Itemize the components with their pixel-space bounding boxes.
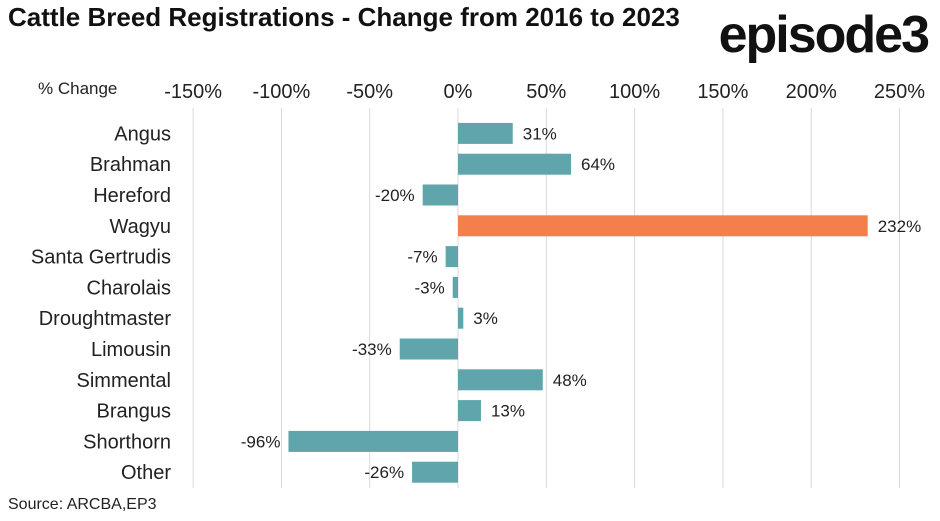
data-label: -26% bbox=[364, 463, 404, 482]
data-label: 31% bbox=[523, 124, 557, 143]
data-label: 3% bbox=[473, 309, 498, 328]
x-tick-label: 0% bbox=[444, 81, 473, 103]
data-label: -3% bbox=[414, 278, 444, 297]
x-axis-unit-label: % Change bbox=[38, 79, 117, 98]
bar-brahman bbox=[458, 153, 572, 175]
bar-charolais bbox=[452, 276, 458, 298]
x-tick-label: 250% bbox=[874, 81, 925, 103]
bar-limousin bbox=[399, 338, 458, 360]
x-tick-label: -150% bbox=[164, 81, 222, 103]
bar-wagyu bbox=[458, 215, 868, 237]
category-label: Brangus bbox=[97, 401, 172, 423]
chart-title: Cattle Breed Registrations - Change from… bbox=[8, 2, 680, 32]
data-label: 48% bbox=[553, 371, 587, 390]
category-label: Charolais bbox=[87, 277, 171, 299]
category-label: Shorthorn bbox=[83, 431, 171, 453]
category-label: Wagyu bbox=[109, 216, 171, 238]
category-label: Limousin bbox=[91, 339, 171, 361]
data-label: -33% bbox=[352, 340, 392, 359]
source-note: Source: ARCBA,EP3 bbox=[8, 496, 157, 513]
data-label: -96% bbox=[241, 432, 281, 451]
x-tick-label: 200% bbox=[786, 81, 837, 103]
category-label: Santa Gertrudis bbox=[31, 247, 171, 269]
x-tick-label: 100% bbox=[609, 81, 660, 103]
category-label: Droughtmaster bbox=[39, 308, 172, 330]
category-label: Simmental bbox=[77, 370, 171, 392]
category-label: Angus bbox=[114, 123, 171, 145]
data-label: 64% bbox=[581, 155, 615, 174]
x-tick-label: 50% bbox=[526, 81, 566, 103]
episode3-logo: episode3 bbox=[718, 6, 930, 64]
data-label: -20% bbox=[375, 186, 415, 205]
bar-simmental bbox=[458, 369, 543, 391]
bar-other bbox=[412, 461, 458, 483]
data-label: 232% bbox=[878, 217, 921, 236]
bar-santa-gertrudis bbox=[445, 246, 458, 268]
category-labels: Angus Brahman Hereford Wagyu Santa Gertrudis… bbox=[31, 123, 171, 484]
x-tick-label: -50% bbox=[346, 81, 393, 103]
x-tick-label: -100% bbox=[252, 81, 310, 103]
data-labels: 31% 64% -20% 232% -7% -3% 3% -33% 48% 13% -96% -26% bbox=[241, 124, 921, 482]
category-label: Other bbox=[121, 462, 171, 484]
bar-angus bbox=[458, 122, 513, 144]
data-label: -7% bbox=[407, 248, 437, 267]
bars bbox=[288, 122, 868, 483]
bar-shorthorn bbox=[288, 430, 458, 452]
data-label: 13% bbox=[491, 402, 525, 421]
bar-hereford bbox=[422, 184, 458, 206]
bar-droughtmaster bbox=[458, 307, 464, 329]
bar-brangus bbox=[458, 400, 481, 422]
category-label: Brahman bbox=[90, 154, 171, 176]
x-tick-label: 150% bbox=[697, 81, 748, 103]
category-label: Hereford bbox=[93, 185, 171, 207]
x-axis-ticks: -150% -100% -50% 0% 50% 100% 150% 200% 250% bbox=[164, 81, 925, 103]
